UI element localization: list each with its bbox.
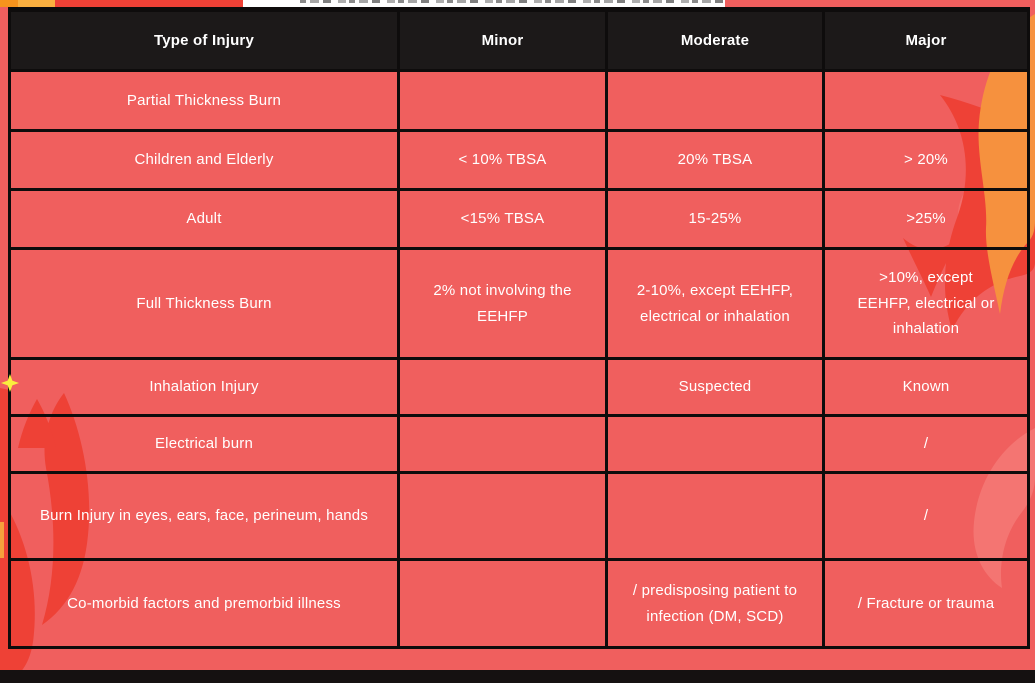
cell-moderate: 2-10%, except EEHFP, electrical or inhal… [605,247,825,360]
clipped-title-fragments [300,0,724,3]
top-edge-strip [0,0,1035,7]
cell-minor [397,471,608,561]
table-row: Adult <15% TBSA 15-25% >25% [8,188,1030,250]
cell-moderate: 20% TBSA [605,129,825,191]
cell-injury-type: Co-morbid factors and premorbid illness [8,558,400,649]
cell-major: / Fracture or trauma [822,558,1030,649]
cell-major: > 20% [822,129,1030,191]
orange-sliver-icon [0,522,4,558]
cell-injury-type: Children and Elderly [8,129,400,191]
header-major: Major [822,7,1030,72]
cell-injury-type: Adult [8,188,400,250]
cell-major: >25% [822,188,1030,250]
cell-injury-type: Inhalation Injury [8,357,400,417]
table-row: Full Thickness Burn 2% not involving the … [8,247,1030,360]
cell-minor [397,558,608,649]
cell-minor [397,69,608,132]
cell-minor: 2% not involving the EEHFP [397,247,608,360]
cell-major: / [822,414,1030,474]
table-row: Children and Elderly < 10% TBSA 20% TBSA > … [8,129,1030,191]
table-row: Burn Injury in eyes, ears, face, perineu… [8,471,1030,561]
cell-injury-type: Full Thickness Burn [8,247,400,360]
cell-moderate: Suspected [605,357,825,417]
cell-minor: < 10% TBSA [397,129,608,191]
header-type-of-injury: Type of Injury [8,7,400,72]
header-row: Type of Injury Minor Moderate Major [8,7,1030,72]
table-row: Electrical burn / [8,414,1030,474]
table-row: Partial Thickness Burn [8,69,1030,132]
burn-classification-table: Type of Injury Minor Moderate Major Part… [8,7,1030,649]
cell-minor [397,414,608,474]
cell-injury-type: Electrical burn [8,414,400,474]
cell-major: >10%, except EEHFP, electrical or inhala… [822,247,1030,360]
bottom-edge-strip [0,670,1035,683]
table-row: Inhalation Injury Suspected Known [8,357,1030,417]
table-row: Co-morbid factors and premorbid illness /… [8,558,1030,649]
cell-moderate [605,471,825,561]
cell-injury-type: Burn Injury in eyes, ears, face, perineu… [8,471,400,561]
header-moderate: Moderate [605,7,825,72]
cell-minor [397,357,608,417]
cell-major [822,69,1030,132]
header-minor: Minor [397,7,608,72]
cell-moderate: 15-25% [605,188,825,250]
cell-moderate [605,414,825,474]
cell-major: / [822,471,1030,561]
cell-moderate: / predisposing patient to infection (DM,… [605,558,825,649]
cell-minor: <15% TBSA [397,188,608,250]
cell-moderate [605,69,825,132]
cell-major: Known [822,357,1030,417]
cell-injury-type: Partial Thickness Burn [8,69,400,132]
